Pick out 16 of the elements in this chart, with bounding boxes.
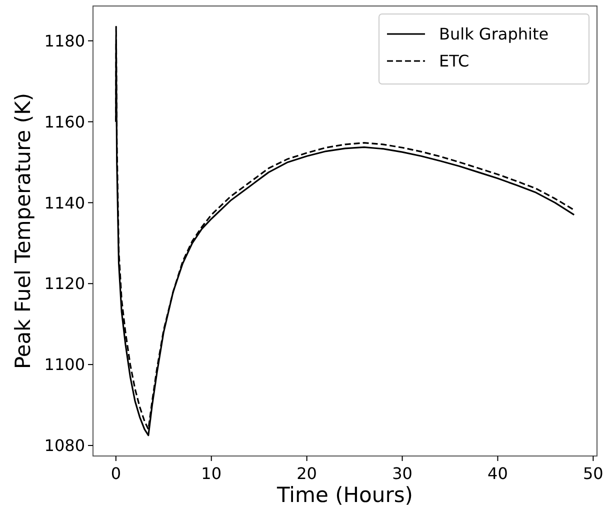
legend-label: Bulk Graphite [439, 24, 549, 44]
y-tick-label: 1160 [44, 112, 85, 132]
x-tick-label: 50 [583, 464, 604, 483]
y-tick-label: 1120 [44, 274, 85, 294]
legend-label: ETC [439, 52, 470, 71]
x-tick-label: 10 [201, 464, 222, 483]
y-tick-label: 1140 [44, 193, 85, 212]
x-tick-label: 0 [110, 464, 122, 483]
x-axis-title: Time (Hours) [276, 483, 413, 505]
y-axis-title: Peak Fuel Temperature (K) [11, 92, 35, 370]
x-tick-label: 30 [392, 464, 412, 483]
x-tick-label: 20 [296, 464, 317, 483]
y-tick-label: 1180 [44, 31, 85, 50]
y-tick-label: 1080 [44, 436, 85, 456]
x-tick-label: 40 [488, 464, 508, 483]
y-tick-label: 1100 [44, 355, 85, 374]
